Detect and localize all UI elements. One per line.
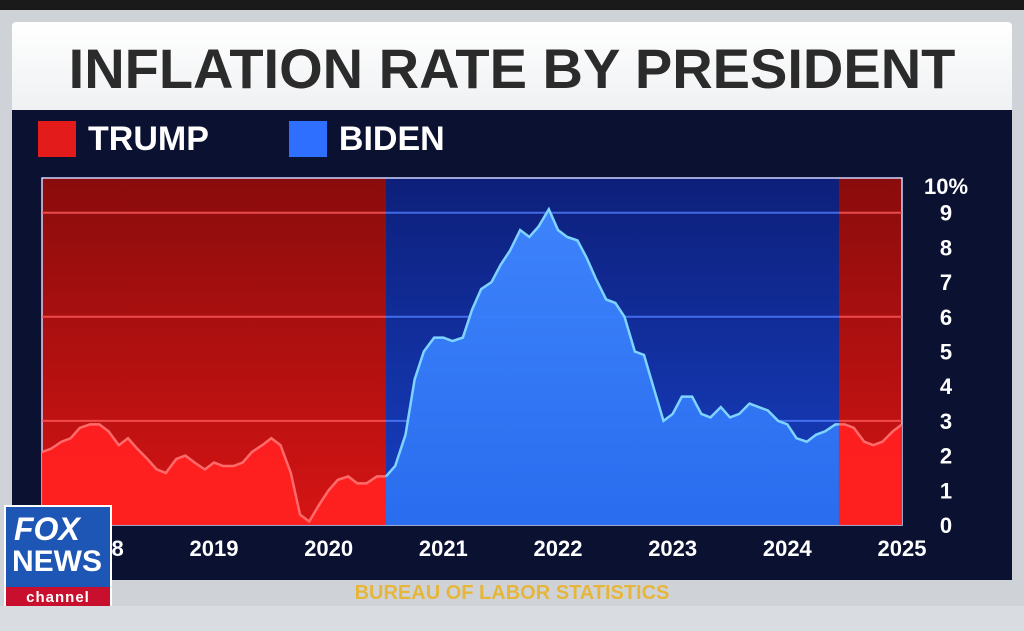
source-caption: BUREAU OF LABOR STATISTICS: [354, 582, 670, 604]
x-tick-label: 2023: [648, 536, 697, 561]
y-tick-label: 9: [940, 201, 952, 226]
y-tick-label: 4: [940, 374, 953, 399]
series-line-trump-2: [838, 423, 903, 447]
x-tick-label: 2024: [763, 536, 813, 561]
y-tick-label: 3: [940, 409, 952, 434]
logo-line-1: FOX: [14, 511, 80, 547]
series-area-trump-2: [838, 424, 902, 525]
x-tick-label: 2022: [534, 536, 583, 561]
chart-legend: TRUMP BIDEN: [38, 118, 525, 160]
legend-swatch-trump: [38, 121, 76, 157]
logo-line-2: NEWS: [12, 545, 102, 578]
logo-line-3: channel: [6, 587, 110, 608]
series-line-trump-0: [41, 423, 386, 524]
legend-label-biden: BIDEN: [338, 119, 445, 158]
series-line-biden-1: [385, 206, 839, 478]
bottom-edge: [0, 606, 1024, 631]
y-tick-label: 10%: [924, 174, 968, 199]
y-tick-label: 2: [940, 444, 952, 469]
x-tick-label: 2020: [304, 536, 353, 561]
y-tick-label: 1: [940, 478, 952, 503]
legend-swatch-biden: [288, 121, 327, 157]
series-area-biden-1: [386, 209, 839, 526]
x-tick-label: 2025: [878, 536, 927, 561]
y-tick-label: 7: [940, 270, 952, 295]
top-edge: [0, 0, 1024, 10]
fox-news-logo: FOX NEWS channel: [4, 505, 112, 610]
y-tick-label: 6: [940, 305, 952, 330]
x-tick-label: 2019: [190, 536, 239, 561]
title-bar: INFLATION RATE BY PRESIDENT: [12, 22, 1012, 114]
legend-label-trump: TRUMP: [88, 119, 209, 158]
y-tick-label: 8: [940, 235, 952, 260]
y-tick-label: 0: [940, 513, 952, 538]
page-title: INFLATION RATE BY PRESIDENT: [68, 36, 956, 100]
y-tick-label: 5: [940, 340, 952, 365]
x-tick-label: 2021: [419, 536, 468, 561]
series-area-trump-0: [42, 424, 386, 525]
